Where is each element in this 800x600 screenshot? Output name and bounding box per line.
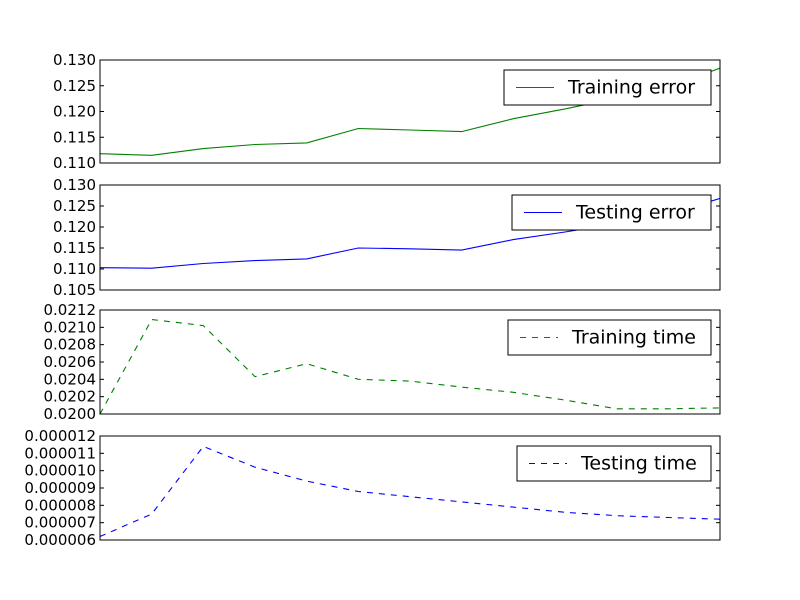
y-tick-label: 0.0202 — [44, 388, 97, 406]
legend-label: Testing error — [575, 202, 695, 224]
legend: Testing error — [511, 194, 712, 231]
legend-box — [507, 319, 712, 356]
y-tick-label: 0.000009 — [24, 479, 96, 497]
chart-panel-1: 0.110 0.115 0.120 0.125 0.130 Training error — [53, 51, 721, 172]
legend-label: Training time — [571, 327, 696, 349]
y-tick-label: 0.125 — [53, 197, 96, 215]
y-tick-label: 0.0212 — [44, 301, 97, 319]
axes-frame — [99, 309, 721, 415]
legend: Training time — [507, 319, 712, 356]
y-tick-label: 0.000008 — [24, 496, 96, 514]
axes-frame — [99, 59, 721, 164]
y-tick-label: 0.115 — [53, 239, 96, 257]
y-tick-label: 0.0206 — [44, 353, 97, 371]
y-tick-label: 0.000011 — [24, 444, 96, 462]
legend: Testing time — [516, 445, 712, 482]
y-tick-label: 0.0208 — [44, 336, 97, 354]
y-tick-label: 0.120 — [53, 218, 96, 236]
y-tick-label: 0.125 — [53, 77, 96, 95]
y-tick-label: 0.110 — [53, 260, 96, 278]
legend: Training error — [503, 69, 712, 106]
y-tick-label: 0.0210 — [44, 318, 97, 336]
y-tick-label: 0.115 — [53, 128, 96, 146]
chart-panel-2: 0.105 0.110 0.115 0.120 0.125 0.130 Testing er… — [53, 176, 721, 299]
y-tick-label: 0.130 — [53, 176, 96, 194]
chart-panel-4: 0.0000060.0000070.0000080.0000090.000010… — [24, 427, 721, 549]
y-tick-label: 0.000012 — [24, 427, 96, 445]
y-tick-label: 0.120 — [53, 103, 96, 121]
y-tick-label: 0.0200 — [44, 405, 97, 423]
y-tick-label: 0.105 — [53, 281, 96, 299]
axes-frame — [99, 435, 721, 541]
chart-panel-3: 0.02000.02020.02040.02060.02080.02100.02… — [44, 301, 721, 423]
y-tick-label: 0.000007 — [24, 514, 96, 532]
y-tick-label: 0.110 — [53, 154, 96, 172]
y-tick-label: 0.130 — [53, 51, 96, 69]
y-tick-label: 0.000010 — [24, 462, 96, 480]
legend-box — [516, 445, 712, 482]
legend-label: Testing time — [580, 453, 697, 475]
legend-label: Training error — [567, 77, 695, 99]
axes-frame — [99, 184, 721, 291]
y-tick-label: 0.000006 — [24, 531, 96, 549]
y-tick-label: 0.0204 — [44, 370, 97, 388]
series-line-3-1 — [100, 318, 720, 414]
